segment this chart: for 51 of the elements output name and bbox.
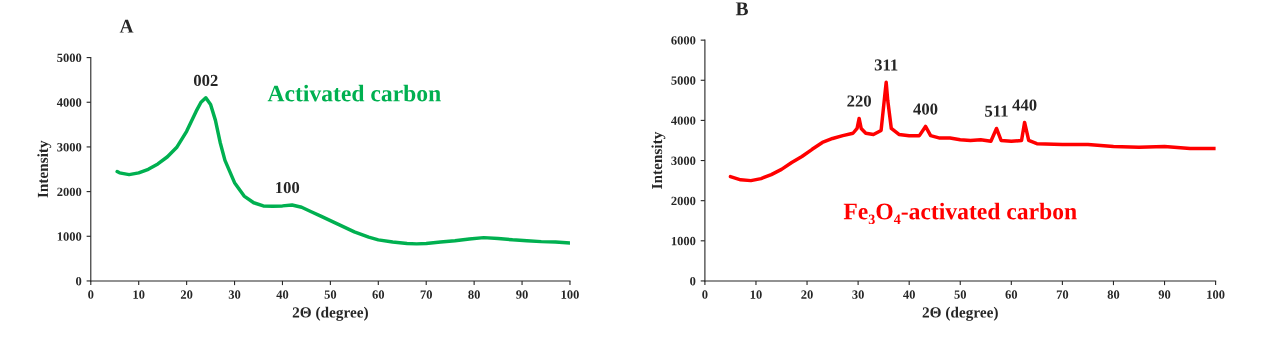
y-axis-title: Intensity bbox=[651, 131, 666, 189]
x-tick-label: 40 bbox=[276, 290, 289, 299]
y-tick-label: 1000 bbox=[57, 232, 82, 241]
y-tick-label: 3000 bbox=[671, 156, 696, 165]
annotation: Activated carbon bbox=[267, 84, 441, 102]
x-tick-label: 30 bbox=[228, 290, 241, 299]
annotation: 440 bbox=[1012, 99, 1037, 111]
y-tick-label: 4000 bbox=[671, 116, 696, 125]
y-tick-label: 3000 bbox=[57, 142, 82, 152]
x-tick-label: 0 bbox=[88, 290, 94, 299]
annotation: 002 bbox=[193, 74, 218, 87]
y-tick-label: 2000 bbox=[57, 187, 82, 197]
y-tick-label: 4000 bbox=[56, 98, 82, 107]
chart-title: A bbox=[119, 19, 134, 33]
x-tick-label: 30 bbox=[852, 290, 864, 299]
x-tick-label: 60 bbox=[372, 290, 385, 299]
x-tick-label: 10 bbox=[133, 290, 145, 299]
y-tick-label: 1000 bbox=[671, 236, 696, 246]
annotation: 400 bbox=[913, 103, 938, 115]
x-axis-title: 2Θ (degree) bbox=[922, 306, 998, 321]
x-tick-label: 0 bbox=[702, 290, 708, 299]
y-axis-title: Intensity bbox=[37, 140, 52, 198]
y-tick-label: 0 bbox=[690, 276, 696, 286]
x-tick-label: 90 bbox=[1158, 290, 1171, 299]
x-tick-label: 90 bbox=[516, 290, 528, 299]
x-tick-label: 60 bbox=[1005, 290, 1018, 299]
annotation: Fe₃O₄-activated carbon bbox=[843, 202, 1077, 225]
annotation: 311 bbox=[874, 59, 898, 71]
x-tick-label: 10 bbox=[750, 290, 762, 299]
x-tick-label: 80 bbox=[1107, 290, 1120, 299]
y-tick-label: 0 bbox=[75, 276, 82, 286]
x-tick-label: 20 bbox=[180, 290, 193, 299]
y-tick-label: 6000 bbox=[671, 36, 696, 45]
x-tick-label: 100 bbox=[1207, 290, 1225, 299]
x-tick-label: 50 bbox=[954, 290, 967, 299]
annotation: 220 bbox=[847, 95, 871, 107]
annotation: 511 bbox=[985, 105, 1008, 117]
y-tick-label: 5000 bbox=[57, 53, 82, 63]
y-tick-label: 2000 bbox=[671, 196, 696, 206]
x-tick-label: 80 bbox=[468, 290, 480, 299]
x-tick-label: 70 bbox=[1056, 290, 1069, 299]
chart-title: B bbox=[735, 2, 748, 16]
annotation: 100 bbox=[276, 182, 300, 194]
x-axis-title: 2Θ (degree) bbox=[292, 306, 368, 321]
x-tick-label: 100 bbox=[561, 290, 579, 299]
x-tick-label: 40 bbox=[903, 290, 915, 299]
x-tick-label: 20 bbox=[801, 290, 813, 299]
x-tick-label: 50 bbox=[324, 290, 337, 299]
x-tick-label: 70 bbox=[420, 290, 432, 299]
y-tick-label: 5000 bbox=[671, 76, 696, 85]
line-series bbox=[728, 80, 1216, 183]
